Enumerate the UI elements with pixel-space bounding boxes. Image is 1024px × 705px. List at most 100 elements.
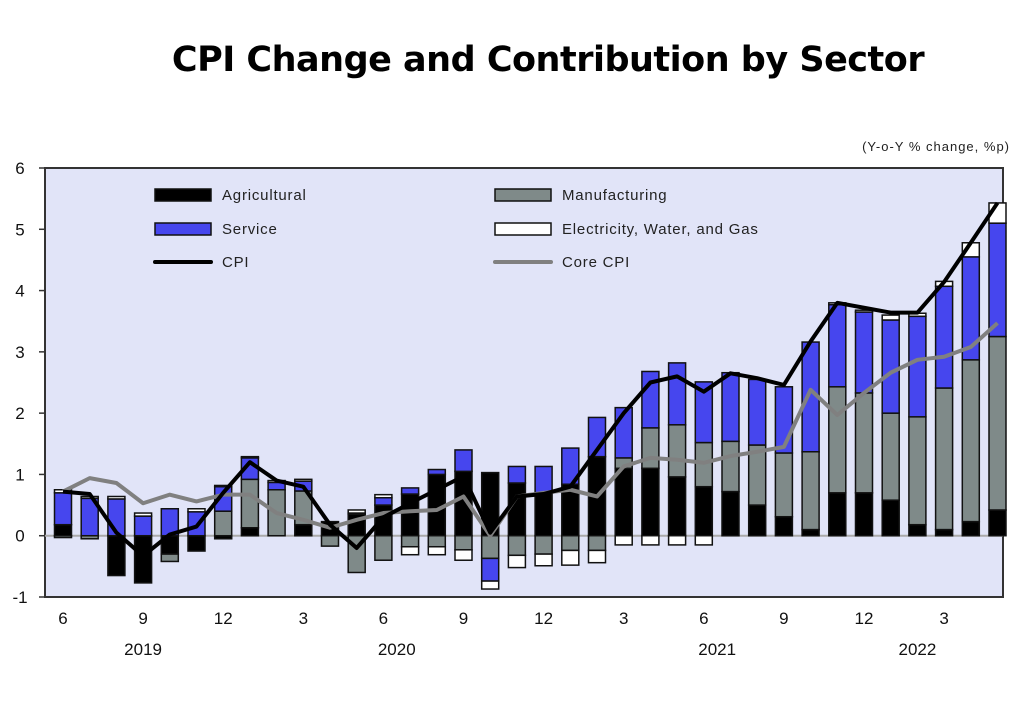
legend-label: Service [222, 221, 278, 238]
chart-title: CPI Change and Contribution by Sector [171, 40, 925, 80]
bar-segment-electricity-water-and-gas [881, 314, 900, 321]
bar-segment-service [667, 362, 687, 426]
bar-segment-agricultural [774, 515, 794, 537]
legend-label: Core CPI [562, 254, 630, 271]
legend-swatch [154, 188, 212, 202]
bar-segment-agricultural [667, 476, 687, 537]
bar-segment-service [721, 371, 740, 443]
bar-segment-service [694, 381, 714, 444]
bar-segment-electricity-water-and-gas [534, 553, 553, 567]
y-tick-label: 4 [15, 282, 24, 301]
year-label: 2022 [898, 640, 936, 659]
x-tick-label: 3 [939, 609, 948, 628]
bar-segment-agricultural [133, 534, 153, 584]
bar-segment-service [988, 222, 1007, 338]
legend-swatch [494, 188, 552, 202]
bar-segment-electricity-water-and-gas [133, 512, 153, 517]
line-cpi [62, 201, 1000, 558]
x-tick-label: 3 [619, 609, 628, 628]
bar-segment-agricultural [908, 523, 927, 537]
bar-segment-electricity-water-and-gas [374, 493, 393, 499]
bar-segment-agricultural [934, 528, 954, 537]
bar-segment-manufacturing [400, 534, 420, 548]
x-tick-label: 3 [299, 609, 308, 628]
bar-segment-agricultural [854, 492, 874, 537]
bar-segment-agricultural [53, 523, 73, 537]
year-label: 2019 [124, 640, 162, 659]
legend-label: Manufacturing [562, 187, 667, 204]
bar-segment-manufacturing [828, 386, 847, 494]
bar-segment-manufacturing [587, 534, 607, 552]
bar-segment-agricultural [240, 526, 260, 537]
bar-segment-manufacturing [534, 534, 553, 555]
bar-segment-electricity-water-and-gas [347, 509, 366, 514]
y-tick-label: 6 [15, 159, 24, 178]
bar-segment-electricity-water-and-gas [507, 554, 527, 569]
bar-segment-electricity-water-and-gas [667, 534, 687, 546]
bar-segment-manufacturing [774, 452, 794, 518]
bar-segment-agricultural [641, 467, 660, 537]
bar-segment-electricity-water-and-gas [187, 507, 206, 513]
x-tick-label: 6 [699, 609, 708, 628]
bar-segment-service [400, 487, 420, 495]
bar-segment-manufacturing [507, 534, 527, 557]
bar-segment-agricultural [828, 492, 847, 537]
bar-segment-electricity-water-and-gas [427, 545, 447, 556]
bar-segment-electricity-water-and-gas [641, 534, 660, 546]
bar-segment-manufacturing [480, 534, 500, 560]
x-tick-label: 9 [138, 609, 147, 628]
bar-segment-manufacturing [908, 416, 927, 526]
bar-segment-service [747, 378, 767, 446]
bar-segment-electricity-water-and-gas [107, 495, 126, 500]
bar-segment-service [534, 465, 553, 494]
x-tick-label: 9 [459, 609, 468, 628]
bar-segment-service [507, 465, 527, 484]
bar-segment-electricity-water-and-gas [587, 549, 607, 564]
bar-segment-manufacturing [427, 534, 447, 548]
y-tick-label: 3 [15, 343, 24, 362]
bar-segment-service [427, 468, 447, 476]
bar-segment-service [374, 496, 393, 506]
year-label: 2020 [378, 640, 416, 659]
x-tick-label: 12 [214, 609, 233, 628]
bar-segment-agricultural [801, 528, 820, 537]
bar-segment-agricultural [961, 520, 981, 537]
unit-note: (Y-o-Y % change, %p) [862, 139, 1010, 154]
y-tick-label: 5 [15, 220, 24, 239]
bar-segment-manufacturing [53, 534, 73, 539]
bar-segment-electricity-water-and-gas [294, 478, 313, 482]
legend-swatch [154, 222, 212, 236]
bar-segment-manufacturing [961, 359, 981, 523]
bar-segment-service [908, 315, 927, 418]
bar-segment-service [53, 492, 73, 526]
bar-segment-manufacturing [854, 392, 874, 494]
bar-segment-manufacturing [721, 440, 740, 493]
bar-segment-agricultural [374, 504, 393, 537]
bar-segment-electricity-water-and-gas [240, 455, 260, 459]
legend-label: CPI [222, 254, 249, 271]
bar-segment-service [480, 557, 500, 582]
bar-segment-agricultural [988, 509, 1007, 537]
y-tick-label: 1 [15, 465, 24, 484]
y-tick-label: 2 [15, 404, 24, 423]
y-tick-label: 0 [15, 527, 24, 546]
legend-label: Agricultural [222, 187, 307, 204]
bar-segment-agricultural [747, 504, 767, 537]
bar-segment-service [881, 319, 900, 414]
x-tick-label: 12 [534, 609, 553, 628]
bar-segment-agricultural [507, 482, 527, 537]
bar-segment-manufacturing [641, 427, 660, 470]
bar-segment-agricultural [294, 523, 313, 537]
bar-segment-agricultural [694, 485, 714, 537]
bar-segment-electricity-water-and-gas [561, 549, 580, 566]
bar-segment-manufacturing [988, 335, 1007, 511]
bar-segment-service [454, 449, 473, 473]
bar-segment-manufacturing [454, 534, 473, 551]
bar-segment-electricity-water-and-gas [454, 549, 473, 561]
bar-segment-agricultural [534, 492, 553, 537]
bar-segment-agricultural [721, 490, 740, 537]
bar-segment-agricultural [187, 534, 206, 552]
bar-segment-manufacturing [881, 412, 900, 501]
bar-segment-service [934, 285, 954, 389]
